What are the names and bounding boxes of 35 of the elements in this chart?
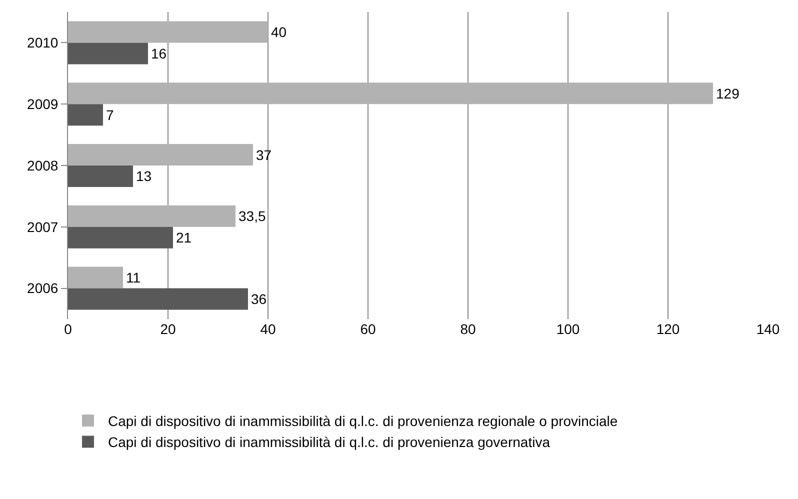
x-tick-label: 80	[460, 321, 476, 337]
data-label: 37	[256, 146, 272, 163]
bar	[68, 42, 148, 64]
data-label: 36	[251, 291, 267, 308]
legend-label: Capi di dispositivo di inammissibilità di q.l.c. di provenienza governativa	[108, 434, 550, 450]
bar	[68, 82, 713, 104]
y-tick-label: 2006	[27, 280, 58, 296]
bar	[68, 205, 236, 227]
y-tick-label: 2010	[27, 34, 58, 51]
data-label: 21	[176, 230, 192, 246]
bar	[68, 104, 103, 126]
legend-label: Capi di dispositivo di inammissibilità di q.l.c. di provenienza regionale o provinciale	[108, 413, 618, 430]
bar	[68, 144, 253, 166]
data-label: 33,5	[238, 208, 266, 224]
y-tick-label: 2007	[27, 218, 58, 235]
x-tick-label: 40	[260, 321, 276, 337]
bar	[68, 226, 173, 248]
data-label: 11	[126, 270, 141, 286]
bar	[68, 288, 248, 310]
bar	[68, 166, 133, 187]
y-tick-label: 2009	[27, 96, 58, 112]
x-tick-label: 0	[64, 321, 72, 337]
y-tick-label: 2008	[27, 157, 58, 174]
data-label: 16	[151, 45, 167, 62]
data-label: 7	[106, 106, 114, 123]
x-tick-label: 140	[756, 321, 780, 337]
data-label: 40	[271, 24, 287, 40]
x-tick-label: 60	[360, 321, 376, 337]
bar	[68, 266, 123, 288]
x-tick-label: 100	[556, 321, 580, 337]
data-label: 129	[716, 85, 740, 102]
x-tick-label: 20	[160, 321, 176, 337]
bar	[68, 21, 268, 43]
x-tick-label: 120	[656, 321, 680, 337]
data-label: 13	[136, 168, 152, 184]
